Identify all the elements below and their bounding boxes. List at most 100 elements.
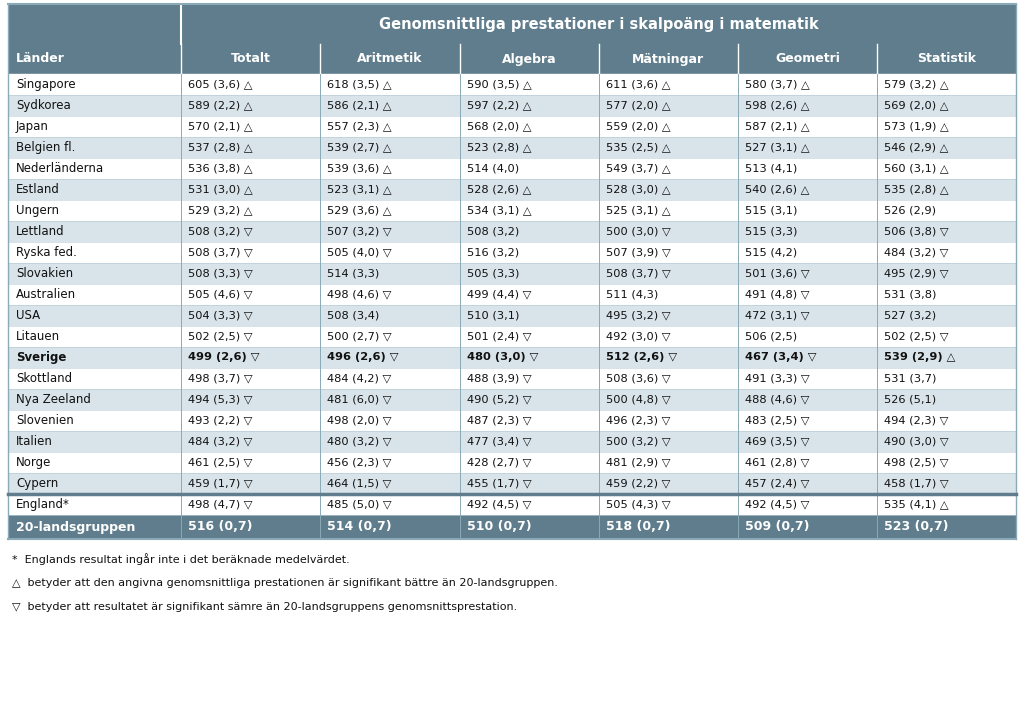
Text: *  Englands resultat ingår inte i det beräknade medelvärdet.: * Englands resultat ingår inte i det ber… [12,553,350,565]
Text: 510 (3,1): 510 (3,1) [467,310,519,321]
Text: 518 (0,7): 518 (0,7) [605,520,670,534]
Text: 464 (1,5) ▽: 464 (1,5) ▽ [328,479,392,489]
Text: 531 (3,7): 531 (3,7) [884,373,936,383]
Text: 467 (3,4) ▽: 467 (3,4) ▽ [744,352,816,362]
Text: 535 (4,1) △: 535 (4,1) △ [884,500,948,510]
Text: 514 (3,3): 514 (3,3) [328,268,380,279]
Text: 515 (4,2): 515 (4,2) [744,248,797,258]
Text: 510 (0,7): 510 (0,7) [467,520,531,534]
Text: 490 (5,2) ▽: 490 (5,2) ▽ [467,395,531,404]
Text: 529 (3,6) △: 529 (3,6) △ [328,206,392,216]
Text: USA: USA [16,309,40,322]
Text: 586 (2,1) △: 586 (2,1) △ [328,100,392,110]
Text: Sydkorea: Sydkorea [16,99,71,112]
Text: 514 (0,7): 514 (0,7) [328,520,392,534]
Text: 546 (2,9) △: 546 (2,9) △ [884,143,948,152]
Text: 559 (2,0) △: 559 (2,0) △ [605,121,671,131]
Text: 490 (3,0) ▽: 490 (3,0) ▽ [884,437,948,446]
Text: Genomsnittliga prestationer i skalpoäng i matematik: Genomsnittliga prestationer i skalpoäng … [379,17,818,32]
Text: 560 (3,1) △: 560 (3,1) △ [884,164,948,173]
Text: Japan: Japan [16,120,49,133]
Text: △  betyder att den angivna genomsnittliga prestationen är signifikant bättre än : △ betyder att den angivna genomsnittliga… [12,578,558,588]
Text: 539 (2,7) △: 539 (2,7) △ [328,143,392,152]
Text: Länder: Länder [16,53,65,65]
Text: 500 (3,2) ▽: 500 (3,2) ▽ [605,437,671,446]
Bar [599,44,738,74]
Text: 537 (2,8) △: 537 (2,8) △ [188,143,253,152]
Text: 492 (4,5) ▽: 492 (4,5) ▽ [467,500,531,510]
Text: Mätningar: Mätningar [632,53,705,65]
Bar [181,4,1016,44]
Text: 579 (3,2) △: 579 (3,2) △ [884,79,948,89]
Text: 523 (3,1) △: 523 (3,1) △ [328,185,392,194]
Text: 577 (2,0) △: 577 (2,0) △ [605,100,671,110]
Bar [8,200,1016,221]
Text: 505 (4,0) ▽: 505 (4,0) ▽ [328,248,392,258]
Bar [738,44,877,74]
Text: 523 (2,8) △: 523 (2,8) △ [467,143,531,152]
Text: 508 (3,2): 508 (3,2) [467,227,519,237]
Text: Ryska fed.: Ryska fed. [16,246,77,259]
Text: 496 (2,3) ▽: 496 (2,3) ▽ [605,416,670,425]
Bar [8,410,1016,431]
Text: 511 (4,3): 511 (4,3) [605,289,658,300]
Bar [8,305,1016,326]
Bar [8,368,1016,389]
Text: Cypern: Cypern [16,477,58,490]
Text: 457 (2,4) ▽: 457 (2,4) ▽ [744,479,809,489]
Bar [8,431,1016,452]
Text: 477 (3,4) ▽: 477 (3,4) ▽ [467,437,531,446]
Text: 525 (3,1) △: 525 (3,1) △ [605,206,671,216]
Text: 512 (2,6) ▽: 512 (2,6) ▽ [605,352,677,362]
Text: 459 (1,7) ▽: 459 (1,7) ▽ [188,479,253,489]
Text: Aritmetik: Aritmetik [357,53,423,65]
Text: 498 (4,6) ▽: 498 (4,6) ▽ [328,289,392,300]
Text: 568 (2,0) △: 568 (2,0) △ [467,121,531,131]
Text: 483 (2,5) ▽: 483 (2,5) ▽ [744,416,809,425]
Bar [8,44,181,74]
Text: 507 (3,2) ▽: 507 (3,2) ▽ [328,227,392,237]
Bar [181,44,321,74]
Text: 499 (4,4) ▽: 499 (4,4) ▽ [467,289,531,300]
Text: Statistik: Statistik [916,53,976,65]
Bar [8,137,1016,158]
Bar [877,44,1016,74]
Text: 469 (3,5) ▽: 469 (3,5) ▽ [744,437,809,446]
Text: 488 (3,9) ▽: 488 (3,9) ▽ [467,373,531,383]
Text: 458 (1,7) ▽: 458 (1,7) ▽ [884,479,948,489]
Text: 529 (3,2) △: 529 (3,2) △ [188,206,253,216]
Text: 459 (2,2) ▽: 459 (2,2) ▽ [605,479,670,489]
Text: 535 (2,5) △: 535 (2,5) △ [605,143,671,152]
Text: 587 (2,1) △: 587 (2,1) △ [744,121,809,131]
Text: 501 (2,4) ▽: 501 (2,4) ▽ [467,331,531,341]
Text: 456 (2,3) ▽: 456 (2,3) ▽ [328,458,392,468]
Text: 569 (2,0) △: 569 (2,0) △ [884,100,948,110]
Text: 505 (4,6) ▽: 505 (4,6) ▽ [188,289,253,300]
Text: 506 (3,8) ▽: 506 (3,8) ▽ [884,227,948,237]
Text: Sverige: Sverige [16,351,67,364]
Bar [8,95,1016,116]
Bar [8,326,1016,347]
Bar [8,4,181,44]
Text: 505 (4,3) ▽: 505 (4,3) ▽ [605,500,671,510]
Text: 428 (2,7) ▽: 428 (2,7) ▽ [467,458,531,468]
Text: 494 (2,3) ▽: 494 (2,3) ▽ [884,416,948,425]
Text: 500 (3,0) ▽: 500 (3,0) ▽ [605,227,671,237]
Text: 618 (3,5) △: 618 (3,5) △ [328,79,392,89]
Text: 484 (3,2) ▽: 484 (3,2) ▽ [188,437,253,446]
Text: 508 (3,6) ▽: 508 (3,6) ▽ [605,373,671,383]
Text: 516 (0,7): 516 (0,7) [188,520,253,534]
Text: 515 (3,1): 515 (3,1) [744,206,797,216]
Bar [8,263,1016,284]
Text: 549 (3,7) △: 549 (3,7) △ [605,164,671,173]
Text: 528 (3,0) △: 528 (3,0) △ [605,185,671,194]
Text: 527 (3,1) △: 527 (3,1) △ [744,143,809,152]
Text: 508 (3,3) ▽: 508 (3,3) ▽ [188,268,253,279]
Text: 472 (3,1) ▽: 472 (3,1) ▽ [744,310,809,321]
Text: Norge: Norge [16,456,51,469]
Bar [8,347,1016,368]
Text: 570 (2,1) △: 570 (2,1) △ [188,121,253,131]
Bar [321,44,460,74]
Text: 507 (3,9) ▽: 507 (3,9) ▽ [605,248,671,258]
Text: 590 (3,5) △: 590 (3,5) △ [467,79,531,89]
